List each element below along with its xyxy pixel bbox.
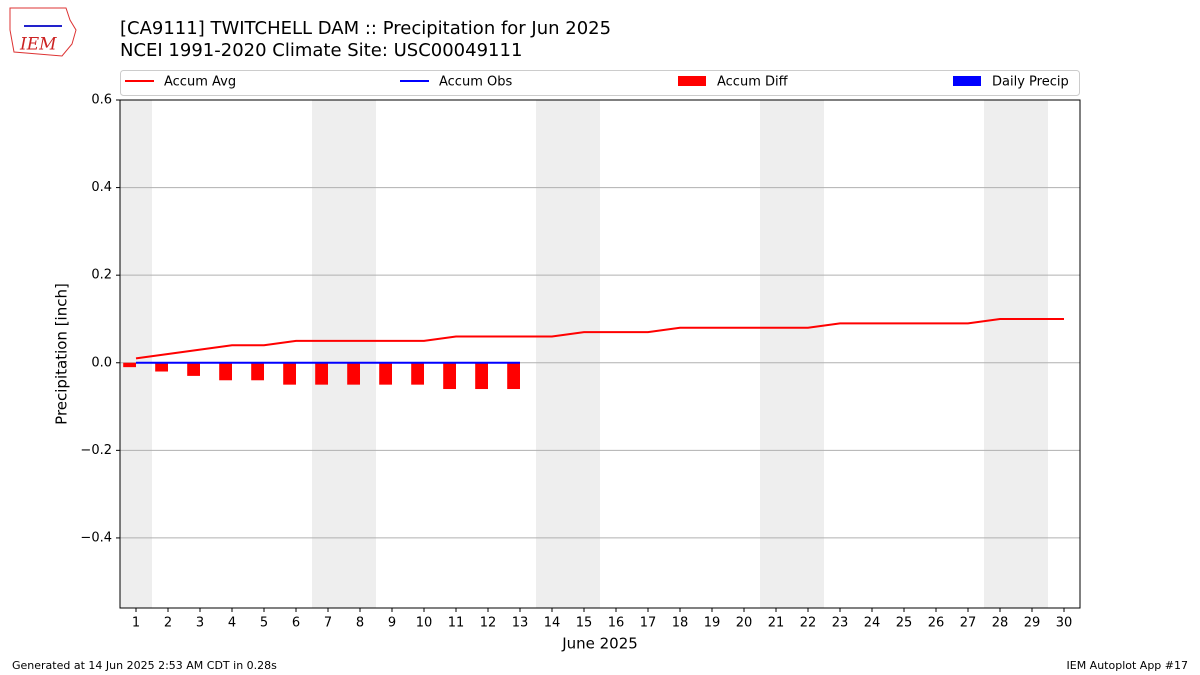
legend-label: Accum Obs: [439, 75, 512, 90]
x-tick-label: 2: [164, 616, 172, 631]
x-tick-label: 19: [704, 616, 721, 631]
x-tick-label: 7: [324, 616, 332, 631]
x-tick-label: 9: [388, 616, 396, 631]
weekend-shade: [344, 100, 376, 608]
footer-left: Generated at 14 Jun 2025 2:53 AM CDT in …: [12, 659, 277, 672]
x-tick-label: 20: [736, 616, 753, 631]
x-tick-label: 27: [960, 616, 977, 631]
x-tick-label: 30: [1056, 616, 1073, 631]
bar: [475, 362, 488, 390]
y-tick-label: 0.2: [91, 268, 112, 283]
line: [135, 317, 1064, 360]
legend-label: Accum Avg: [164, 75, 236, 90]
x-tick-label: 3: [196, 616, 204, 631]
plot-frame: [119, 99, 1081, 609]
weekend-shade: [1016, 100, 1048, 608]
x-tick-label: 5: [260, 616, 268, 631]
x-tick-label: 18: [672, 616, 689, 631]
x-axis-label: June 2025: [561, 635, 638, 653]
logo: IEM: [9, 7, 77, 57]
x-tick-label: 6: [292, 616, 300, 631]
weekend-shade: [312, 100, 344, 608]
x-tick-label: 14: [544, 616, 561, 631]
y-tick-label: 0.0: [91, 355, 112, 370]
y-tick-label: −0.2: [80, 443, 112, 458]
legend-label: Daily Precip: [992, 75, 1069, 90]
chart-title: [CA9111] TWITCHELL DAM :: Precipitation …: [120, 18, 611, 39]
bar: [507, 362, 520, 390]
bar: [155, 362, 168, 372]
bar: [251, 362, 264, 381]
bar: [443, 362, 456, 390]
weekend-shade: [760, 100, 792, 608]
weekend-shade: [984, 100, 1016, 608]
legend-swatch: [953, 76, 981, 86]
weekend-shade: [792, 100, 824, 608]
x-tick-label: 16: [608, 616, 625, 631]
chart-subtitle: NCEI 1991-2020 Climate Site: USC00049111: [120, 40, 522, 61]
x-tick-label: 22: [800, 616, 817, 631]
footer-right: IEM Autoplot App #17: [1067, 659, 1189, 672]
weekend-shade: [120, 100, 152, 608]
legend-box: [120, 70, 1080, 96]
weekend-shade: [568, 100, 600, 608]
x-tick-label: 8: [356, 616, 364, 631]
x-tick-label: 1: [132, 616, 140, 631]
logo-text: IEM: [19, 35, 57, 55]
bar: [411, 362, 424, 385]
legend-label: Accum Diff: [717, 75, 789, 90]
x-tick-label: 25: [896, 616, 913, 631]
x-tick-label: 28: [992, 616, 1009, 631]
bar: [219, 362, 232, 381]
y-axis-label: Precipitation [inch]: [53, 283, 71, 425]
x-tick-label: 11: [448, 616, 465, 631]
x-tick-label: 24: [864, 616, 881, 631]
y-tick-label: −0.4: [80, 530, 112, 545]
logo-outline: [9, 7, 77, 57]
bar: [379, 362, 392, 385]
x-tick-label: 15: [576, 616, 593, 631]
x-tick-label: 4: [228, 616, 236, 631]
x-tick-label: 12: [480, 616, 497, 631]
y-tick-label: 0.6: [91, 93, 112, 108]
bar: [283, 362, 296, 385]
weekend-shade: [536, 100, 568, 608]
x-tick-label: 13: [512, 616, 529, 631]
x-tick-label: 23: [832, 616, 849, 631]
bar: [123, 362, 136, 368]
bar: [347, 362, 360, 385]
y-tick-label: 0.4: [91, 180, 112, 195]
legend-swatch: [678, 76, 706, 86]
x-tick-label: 29: [1024, 616, 1041, 631]
x-tick-label: 21: [768, 616, 785, 631]
x-tick-label: 26: [928, 616, 945, 631]
bar: [315, 362, 328, 385]
x-tick-label: 10: [416, 616, 433, 631]
bar: [187, 362, 200, 376]
x-tick-label: 17: [640, 616, 657, 631]
